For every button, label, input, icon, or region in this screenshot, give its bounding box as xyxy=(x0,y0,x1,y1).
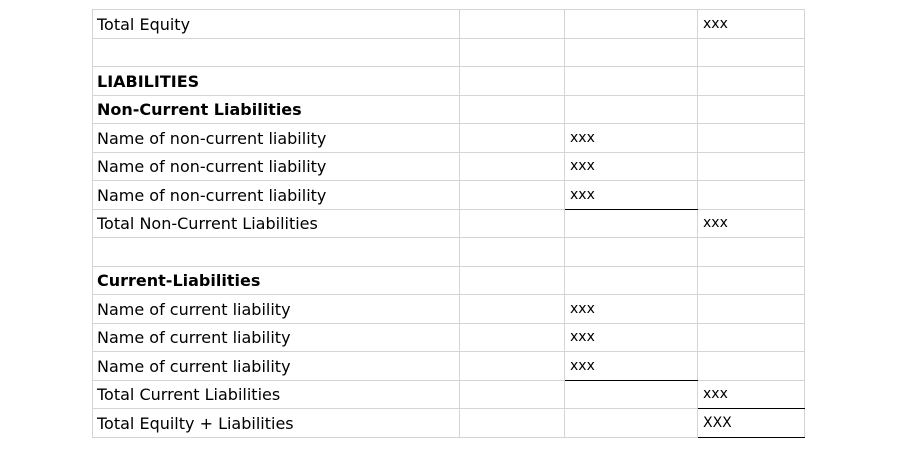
row-label-cell[interactable]: Name of non-current liability xyxy=(92,151,460,181)
amount-cell-col3[interactable] xyxy=(564,94,698,124)
amount-cell-col4[interactable] xyxy=(697,237,805,267)
amount-cell-col3[interactable]: xxx xyxy=(564,123,698,153)
row-label-cell[interactable] xyxy=(92,237,460,267)
sheet-row xyxy=(92,237,805,267)
amount-cell-col3[interactable]: xxx xyxy=(564,294,698,324)
sheet-row: Name of current liability xxx xyxy=(92,351,805,381)
amount-cell-col3[interactable]: xxx xyxy=(564,322,698,352)
amount-cell-col4[interactable] xyxy=(697,322,805,352)
amount-cell-col2[interactable] xyxy=(459,322,565,352)
sheet-row xyxy=(92,37,805,67)
amount-cell-col3[interactable] xyxy=(564,237,698,267)
sheet-row: Name of non-current liability xxx xyxy=(92,151,805,181)
amount-cell-col2[interactable] xyxy=(459,94,565,124)
row-label-cell[interactable]: Total Non-Current Liabilities xyxy=(92,208,460,238)
amount-cell-col3[interactable]: xxx xyxy=(564,151,698,181)
amount-cell-col2[interactable] xyxy=(459,66,565,96)
amount-cell-col2[interactable] xyxy=(459,408,565,438)
amount-cell-col4[interactable] xyxy=(697,66,805,96)
sheet-row: Name of non-current liability xxx xyxy=(92,123,805,153)
amount-cell-col2[interactable] xyxy=(459,9,565,39)
row-label-cell[interactable]: Name of non-current liability xyxy=(92,180,460,210)
row-label-cell[interactable]: Name of current liability xyxy=(92,322,460,352)
amount-cell-col3[interactable] xyxy=(564,9,698,39)
amount-cell-col4[interactable] xyxy=(697,123,805,153)
sheet-row: Name of non-current liability xxx xyxy=(92,180,805,210)
amount-cell-col4[interactable]: xxx xyxy=(697,9,805,39)
amount-cell-col3[interactable] xyxy=(564,208,698,238)
amount-cell-col4[interactable] xyxy=(697,151,805,181)
row-label-cell[interactable]: Non-Current Liabilities xyxy=(92,94,460,124)
row-label-cell[interactable]: Name of non-current liability xyxy=(92,123,460,153)
sheet-row: Total Equity xxx xyxy=(92,9,805,39)
amount-cell-col4[interactable]: xxx xyxy=(697,379,805,409)
row-label-cell[interactable]: Total Equilty + Liabilities xyxy=(92,408,460,438)
amount-cell-col2[interactable] xyxy=(459,37,565,67)
sheet-row: Name of current liability xxx xyxy=(92,322,805,352)
amount-cell-col4[interactable] xyxy=(697,294,805,324)
amount-cell-col4[interactable] xyxy=(697,94,805,124)
amount-cell-col4[interactable] xyxy=(697,351,805,381)
amount-cell-col2[interactable] xyxy=(459,265,565,295)
amount-cell-col3[interactable] xyxy=(564,379,698,409)
amount-cell-col2[interactable] xyxy=(459,123,565,153)
amount-cell-col2[interactable] xyxy=(459,351,565,381)
row-label-cell[interactable] xyxy=(92,37,460,67)
amount-cell-col2[interactable] xyxy=(459,294,565,324)
amount-cell-col3[interactable] xyxy=(564,408,698,438)
amount-cell-col2[interactable] xyxy=(459,379,565,409)
amount-cell-col3[interactable] xyxy=(564,37,698,67)
sheet-row: Total Current Liabilities xxx xyxy=(92,379,805,409)
row-label-cell[interactable]: Total Equity xyxy=(92,9,460,39)
sheet-row: LIABILITIES xyxy=(92,66,805,96)
amount-cell-col3[interactable] xyxy=(564,66,698,96)
amount-cell-col3[interactable]: xxx xyxy=(564,180,698,210)
amount-cell-col4[interactable] xyxy=(697,265,805,295)
row-label-cell[interactable]: Total Current Liabilities xyxy=(92,379,460,409)
sheet-row: Total Equilty + Liabilities XXX xyxy=(92,408,805,438)
sheet-row: Total Non-Current Liabilities xxx xyxy=(92,208,805,238)
amount-cell-col3[interactable] xyxy=(564,265,698,295)
sheet-row: Current-Liabilities xyxy=(92,265,805,295)
amount-cell-col4[interactable]: xxx xyxy=(697,208,805,238)
balance-sheet-body: Total Equity xxx LIABILITIES Non-Current Li… xyxy=(92,9,805,438)
row-label-cell[interactable]: Name of current liability xyxy=(92,351,460,381)
row-label-cell[interactable]: LIABILITIES xyxy=(92,66,460,96)
balance-sheet-table: Total Equity xxx LIABILITIES Non-Current Li… xyxy=(92,9,805,438)
amount-cell-col4[interactable]: XXX xyxy=(697,408,805,438)
row-label-cell[interactable]: Name of current liability xyxy=(92,294,460,324)
amount-cell-col2[interactable] xyxy=(459,237,565,267)
sheet-row: Non-Current Liabilities xyxy=(92,94,805,124)
amount-cell-col3[interactable]: xxx xyxy=(564,351,698,381)
amount-cell-col4[interactable] xyxy=(697,37,805,67)
amount-cell-col4[interactable] xyxy=(697,180,805,210)
row-label-cell[interactable]: Current-Liabilities xyxy=(92,265,460,295)
amount-cell-col2[interactable] xyxy=(459,208,565,238)
amount-cell-col2[interactable] xyxy=(459,180,565,210)
sheet-row: Name of current liability xxx xyxy=(92,294,805,324)
amount-cell-col2[interactable] xyxy=(459,151,565,181)
